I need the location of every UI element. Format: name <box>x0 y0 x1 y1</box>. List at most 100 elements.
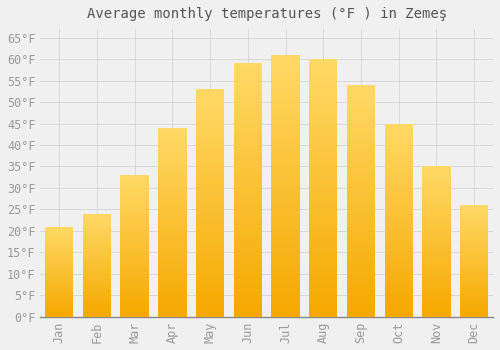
Bar <box>460 249 488 250</box>
Bar <box>460 303 488 304</box>
Bar <box>422 257 450 258</box>
Bar <box>158 130 186 132</box>
Bar <box>422 291 450 293</box>
Bar <box>234 69 262 71</box>
Bar <box>196 294 224 296</box>
Bar <box>347 282 375 284</box>
Bar <box>196 285 224 287</box>
Bar <box>272 115 299 118</box>
Bar <box>460 307 488 308</box>
Bar <box>234 205 262 208</box>
Bar <box>234 248 262 251</box>
Bar <box>347 159 375 161</box>
Bar <box>83 248 111 249</box>
Bar <box>384 126 413 127</box>
Bar <box>196 224 224 226</box>
Bar <box>309 278 338 281</box>
Bar <box>422 305 450 306</box>
Bar <box>460 272 488 273</box>
Bar <box>422 278 450 279</box>
Bar <box>309 245 338 247</box>
Bar <box>460 232 488 233</box>
Bar <box>158 149 186 150</box>
Bar <box>196 107 224 110</box>
Bar <box>422 218 450 219</box>
Bar <box>347 298 375 301</box>
Bar <box>272 136 299 139</box>
Bar <box>460 268 488 269</box>
Bar <box>384 220 413 222</box>
Bar <box>196 100 224 103</box>
Bar <box>272 278 299 280</box>
Bar <box>272 304 299 306</box>
Bar <box>45 279 74 280</box>
Bar <box>234 294 262 296</box>
Bar <box>83 220 111 221</box>
Bar <box>460 311 488 312</box>
Bar <box>347 136 375 138</box>
Bar <box>309 198 338 201</box>
Bar <box>120 276 149 277</box>
Bar <box>272 97 299 99</box>
Bar <box>272 191 299 194</box>
Bar <box>272 154 299 157</box>
Bar <box>460 309 488 310</box>
Bar <box>347 266 375 268</box>
Bar <box>347 141 375 143</box>
Bar <box>422 213 450 215</box>
Bar <box>384 145 413 147</box>
Bar <box>196 196 224 198</box>
Bar <box>158 303 186 306</box>
Bar <box>272 55 299 57</box>
Bar <box>158 268 186 270</box>
Bar <box>234 190 262 192</box>
Bar <box>45 248 74 249</box>
Bar <box>272 301 299 304</box>
Bar <box>45 244 74 245</box>
Bar <box>196 144 224 146</box>
Bar <box>234 218 262 220</box>
Bar <box>120 239 149 240</box>
Bar <box>234 114 262 117</box>
Bar <box>83 249 111 250</box>
Bar <box>272 160 299 162</box>
Bar <box>83 316 111 317</box>
Bar <box>158 292 186 294</box>
Bar <box>384 265 413 267</box>
Bar <box>196 239 224 242</box>
Bar <box>158 296 186 298</box>
Bar <box>120 216 149 218</box>
Bar <box>460 218 488 220</box>
Bar <box>460 270 488 271</box>
Bar <box>422 243 450 245</box>
Bar <box>45 296 74 297</box>
Bar <box>45 290 74 292</box>
Bar <box>384 309 413 311</box>
Bar <box>347 275 375 278</box>
Bar <box>83 226 111 227</box>
Bar <box>196 201 224 203</box>
Bar <box>272 233 299 236</box>
Bar <box>45 310 74 312</box>
Bar <box>196 89 224 91</box>
Bar <box>158 302 186 303</box>
Bar <box>422 254 450 255</box>
Bar <box>158 192 186 194</box>
Bar <box>272 223 299 225</box>
Bar <box>234 304 262 307</box>
Bar <box>120 280 149 281</box>
Bar <box>234 89 262 91</box>
Bar <box>272 102 299 105</box>
Bar <box>45 265 74 266</box>
Bar <box>422 207 450 209</box>
Bar <box>196 283 224 285</box>
Bar <box>234 106 262 109</box>
Bar <box>309 173 338 175</box>
Bar <box>234 269 262 271</box>
Bar <box>309 234 338 237</box>
Bar <box>158 213 186 215</box>
Bar <box>309 111 338 113</box>
Bar <box>422 241 450 243</box>
Bar <box>45 292 74 293</box>
Bar <box>158 215 186 217</box>
